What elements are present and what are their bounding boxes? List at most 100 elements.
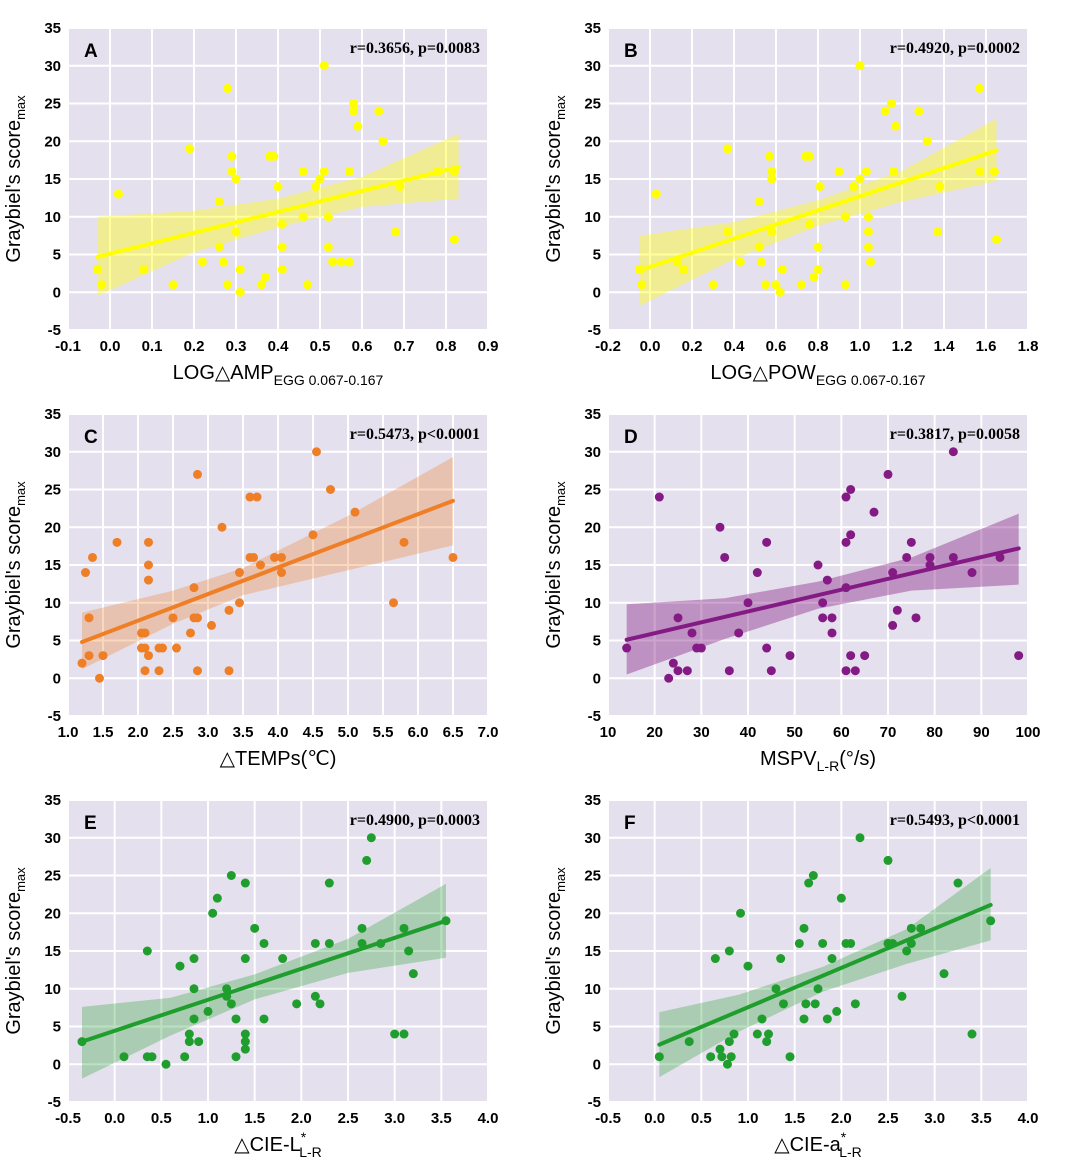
y-tick-labels: -5 0 5 10 15 20 25 30 35 bbox=[44, 20, 61, 339]
regression-line bbox=[80, 918, 448, 1044]
svg-text:0.8: 0.8 bbox=[808, 338, 829, 355]
correlation-annotation: r=0.5473, p<0.0001 bbox=[350, 426, 480, 443]
svg-text:6.0: 6.0 bbox=[408, 724, 429, 741]
svg-text:0: 0 bbox=[53, 1056, 61, 1073]
svg-text:0: 0 bbox=[593, 1056, 601, 1073]
scatter-points bbox=[654, 833, 996, 1069]
svg-text:10: 10 bbox=[584, 209, 601, 226]
svg-text:35: 35 bbox=[584, 20, 601, 37]
svg-text:1.4: 1.4 bbox=[934, 338, 956, 355]
svg-text:-5: -5 bbox=[588, 322, 601, 339]
y-axis-title: Graybiel's scoremax bbox=[543, 481, 568, 649]
svg-text:30: 30 bbox=[44, 830, 61, 847]
svg-text:2.0: 2.0 bbox=[831, 1110, 852, 1127]
svg-text:20: 20 bbox=[44, 133, 61, 150]
svg-text:4.0: 4.0 bbox=[478, 1110, 499, 1127]
svg-text:2.5: 2.5 bbox=[163, 724, 184, 741]
regression-line bbox=[80, 498, 455, 645]
svg-text:25: 25 bbox=[584, 96, 601, 113]
svg-text:1.0: 1.0 bbox=[58, 724, 79, 741]
x-axis-title: LOG△AMPEGG 0.067-0.167 bbox=[173, 362, 384, 386]
gridlines bbox=[67, 27, 489, 331]
svg-text:35: 35 bbox=[44, 406, 61, 423]
svg-text:-0.2: -0.2 bbox=[595, 338, 621, 355]
y-axis-title: Graybiel's scoremax bbox=[3, 95, 28, 263]
panel-letter: C bbox=[84, 427, 98, 448]
svg-text:-5: -5 bbox=[48, 1094, 61, 1111]
svg-text:0.0: 0.0 bbox=[104, 1110, 125, 1127]
correlation-annotation: r=0.5493, p<0.0001 bbox=[890, 812, 1020, 829]
svg-text:100: 100 bbox=[1015, 724, 1040, 741]
svg-text:0.4: 0.4 bbox=[724, 338, 746, 355]
svg-text:0: 0 bbox=[593, 670, 601, 687]
svg-text:35: 35 bbox=[44, 792, 61, 809]
svg-text:0.6: 0.6 bbox=[352, 338, 373, 355]
svg-text:1.2: 1.2 bbox=[892, 338, 913, 355]
svg-text:20: 20 bbox=[584, 133, 601, 150]
svg-text:30: 30 bbox=[584, 444, 601, 461]
svg-text:10: 10 bbox=[44, 209, 61, 226]
panel-letter: F bbox=[624, 813, 636, 834]
svg-text:50: 50 bbox=[786, 724, 803, 741]
svg-text:10: 10 bbox=[44, 981, 61, 998]
svg-text:-5: -5 bbox=[48, 708, 61, 725]
svg-text:80: 80 bbox=[926, 724, 943, 741]
x-axis-title: LOG△POWEGG 0.067-0.167 bbox=[710, 362, 925, 386]
svg-text:30: 30 bbox=[693, 724, 710, 741]
svg-text:2.5: 2.5 bbox=[338, 1110, 359, 1127]
svg-text:20: 20 bbox=[44, 519, 61, 536]
svg-text:10: 10 bbox=[600, 724, 617, 741]
svg-text:0.5: 0.5 bbox=[691, 1110, 712, 1127]
regression-line bbox=[637, 148, 999, 273]
svg-text:2.5: 2.5 bbox=[878, 1110, 899, 1127]
y-tick-labels: -5 0 5 10 15 20 25 30 35 bbox=[584, 406, 601, 725]
svg-text:-0.1: -0.1 bbox=[55, 338, 81, 355]
svg-text:2.0: 2.0 bbox=[128, 724, 149, 741]
x-tick-labels: -0.5 0.0 0.5 1.0 1.5 2.0 2.5 3.0 3.5 4.0 bbox=[595, 1110, 1038, 1127]
x-axis-title: △CIE-L* L-R bbox=[234, 1129, 322, 1158]
svg-text:-5: -5 bbox=[588, 1094, 601, 1111]
svg-text:70: 70 bbox=[880, 724, 897, 741]
svg-text:5: 5 bbox=[593, 633, 601, 650]
y-tick-labels: -5 0 5 10 15 20 25 30 35 bbox=[584, 20, 601, 339]
confidence-band bbox=[97, 133, 459, 297]
y-axis-title: Graybiel's scoremax bbox=[543, 95, 568, 263]
svg-text:5: 5 bbox=[593, 247, 601, 264]
scatter-points bbox=[622, 447, 1024, 683]
svg-text:30: 30 bbox=[584, 830, 601, 847]
svg-text:0.5: 0.5 bbox=[310, 338, 331, 355]
confidence-band bbox=[659, 867, 991, 1078]
y-axis-title: Graybiel's scoremax bbox=[3, 481, 28, 649]
svg-text:1.0: 1.0 bbox=[850, 338, 871, 355]
svg-text:35: 35 bbox=[584, 792, 601, 809]
x-tick-labels: -0.1 0.0 0.1 0.2 0.3 0.4 0.5 0.6 0.7 0.8 0.9 bbox=[55, 338, 498, 355]
svg-text:0.0: 0.0 bbox=[100, 338, 121, 355]
svg-text:30: 30 bbox=[44, 58, 61, 75]
svg-text:1.0: 1.0 bbox=[738, 1110, 759, 1127]
svg-text:0.6: 0.6 bbox=[766, 338, 787, 355]
svg-text:15: 15 bbox=[44, 557, 61, 574]
svg-text:0.8: 0.8 bbox=[436, 338, 457, 355]
svg-text:60: 60 bbox=[833, 724, 850, 741]
panel-letter: E bbox=[84, 813, 97, 834]
x-axis-title: △TEMPs(℃) bbox=[220, 748, 337, 770]
x-tick-labels: 1.0 1.5 2.0 2.5 3.0 3.5 4.0 4.5 5.0 5.5 6.0 6.5 7.0 bbox=[58, 724, 499, 741]
svg-text:25: 25 bbox=[584, 482, 601, 499]
gridlines bbox=[67, 799, 489, 1103]
svg-text:5: 5 bbox=[53, 1019, 61, 1036]
correlation-annotation: r=0.4900, p=0.0003 bbox=[350, 812, 480, 829]
svg-text:20: 20 bbox=[44, 905, 61, 922]
svg-text:-0.5: -0.5 bbox=[595, 1110, 621, 1127]
svg-text:15: 15 bbox=[584, 557, 601, 574]
svg-text:0.4: 0.4 bbox=[268, 338, 290, 355]
